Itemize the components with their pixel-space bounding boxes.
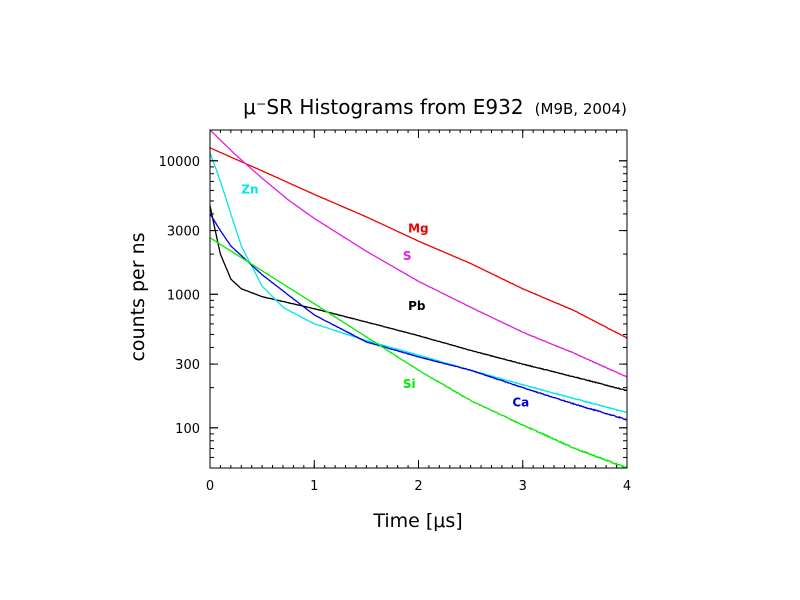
plot-background [210, 130, 627, 468]
y-tick-label: 300 [175, 358, 200, 373]
axes-layer: 0 1 2 3 4 100 300 1000 3000 10000 [159, 129, 631, 494]
y-axis-title: counts per ns [127, 232, 149, 361]
series-line-s [209, 129, 628, 378]
chart-title-main: μ⁻SR Histograms from E932 [243, 95, 523, 119]
chart-subtitle: (M9B, 2004) [535, 100, 627, 118]
x-tick-label: 0 [206, 479, 214, 494]
series-line-ca [209, 213, 628, 421]
series-label-mg: Mg [408, 222, 429, 236]
series-layer [209, 129, 628, 469]
series-label-pb: Pb [408, 299, 426, 313]
series-label-si: Si [403, 377, 416, 391]
series-line-zn [209, 152, 628, 414]
x-tick-label: 1 [310, 479, 318, 494]
series-line-pb [209, 205, 628, 392]
y-tick-label: 3000 [167, 225, 200, 240]
chart-title: μ⁻SR Histograms from E932 (M9B, 2004) [243, 95, 627, 119]
plot-area [210, 130, 627, 468]
x-tick-label: 2 [414, 479, 422, 494]
series-label-ca: Ca [512, 396, 529, 410]
series-label-zn: Zn [241, 182, 258, 196]
y-tick-label: 10000 [159, 155, 200, 170]
annotation-layer: Mg S Pb Zn Ca Si [241, 182, 529, 409]
series-label-s: S [403, 249, 412, 263]
series-line-si [209, 237, 628, 469]
x-tick-label: 4 [623, 479, 631, 494]
series-line-mg [209, 147, 628, 339]
x-axis-title: Time [μs] [372, 510, 462, 532]
y-tick-label: 1000 [167, 288, 200, 303]
y-tick-label: 100 [175, 422, 200, 437]
x-tick-label: 3 [519, 479, 527, 494]
